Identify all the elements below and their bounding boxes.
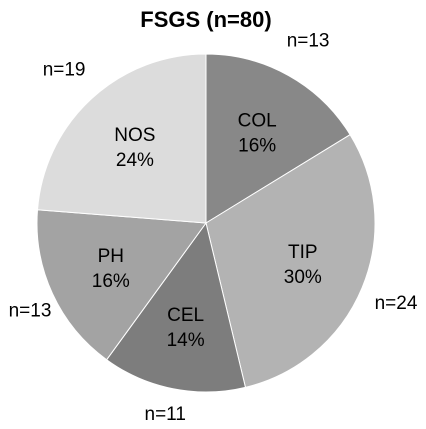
slice-percent-nos: 24% <box>116 150 154 171</box>
slice-name-cel: CEL <box>167 305 204 326</box>
chart-title: FSGS (n=80) <box>140 7 271 32</box>
slice-count-col: n=13 <box>287 31 330 52</box>
pie-slices <box>36 53 376 393</box>
slice-name-tip: TIP <box>288 242 318 263</box>
slice-percent-cel: 14% <box>167 330 205 351</box>
slice-name-ph: PH <box>98 246 124 267</box>
slice-count-cel: n=11 <box>145 404 186 425</box>
slice-name-col: COL <box>238 111 277 132</box>
pie-slice-tip <box>205 134 376 388</box>
pie-slice-ph <box>36 209 207 361</box>
slice-count-tip: n=24 <box>375 293 418 314</box>
slice-percent-tip: 30% <box>284 267 322 288</box>
slice-percent-ph: 16% <box>92 271 130 292</box>
slice-name-nos: NOS <box>114 125 155 146</box>
slice-count-ph: n=13 <box>9 301 52 322</box>
pie-slice-cel <box>105 221 247 393</box>
pie-slice-nos <box>36 53 207 224</box>
pie-slice-col <box>205 53 351 224</box>
pie-labels: COL 16% n=13 TIP 30% n=24 CEL 14% n=11 PH 16% n=13 N… <box>9 31 418 425</box>
slice-count-nos: n=19 <box>43 60 86 81</box>
slice-percent-col: 16% <box>238 136 276 157</box>
